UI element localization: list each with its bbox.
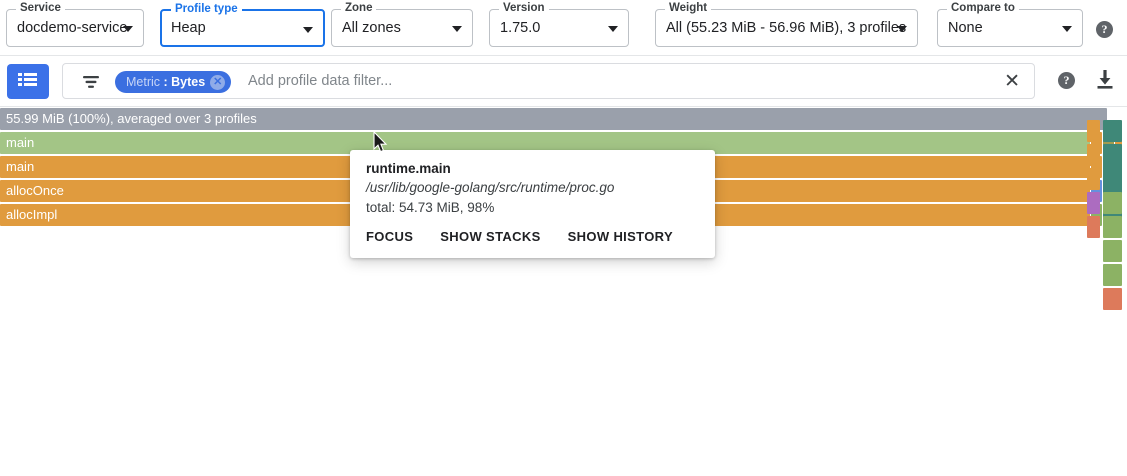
chevron-down-icon[interactable]: [452, 26, 462, 32]
filter-placeholder: Add profile data filter...: [248, 73, 393, 89]
list-view-button[interactable]: [7, 64, 49, 99]
chevron-down-icon[interactable]: [608, 26, 618, 32]
flame-frame-narrow[interactable]: [1087, 120, 1100, 142]
flame-frame-narrow[interactable]: [1103, 216, 1122, 238]
chip-separator: :: [160, 75, 172, 89]
filter-zone-value: All zones: [342, 20, 401, 36]
filter-bar: ? Service docdemo-service Profile type Heap…: [0, 0, 1127, 56]
flame-frame-narrow[interactable]: [1087, 192, 1100, 214]
flame-frame-label: main: [6, 159, 35, 174]
filter-compare-to[interactable]: Compare to None: [937, 2, 1083, 47]
flame-frame-narrow[interactable]: [1103, 168, 1122, 190]
flame-frame-narrow[interactable]: [1087, 216, 1100, 238]
list-view-icon: [18, 73, 37, 86]
filter-profile-type[interactable]: Profile type Heap: [160, 3, 325, 47]
profile-filter-input[interactable]: Metric : Bytes ✕ Add profile data filter…: [62, 63, 1035, 99]
tooltip-source-path: /usr/lib/google-golang/src/runtime/proc.…: [366, 180, 615, 195]
chip-remove-icon[interactable]: ✕: [210, 74, 226, 90]
flame-frame[interactable]: [1091, 156, 1102, 178]
filter-chip-metric[interactable]: Metric : Bytes ✕: [115, 71, 232, 93]
tooltip-actions: FOCUS SHOW STACKS SHOW HISTORY: [366, 229, 673, 244]
filter-chip-label: Metric : Bytes: [126, 75, 205, 89]
clear-filters-icon[interactable]: ✕: [1004, 71, 1020, 92]
flame-frame-label: main: [6, 135, 35, 150]
flame-frame-narrow[interactable]: [1103, 120, 1122, 142]
download-icon[interactable]: [1096, 70, 1114, 89]
filter-version-value: 1.75.0: [500, 20, 541, 36]
flame-frame-main[interactable]: main: [0, 132, 1090, 154]
chevron-down-icon[interactable]: [303, 27, 313, 33]
chevron-down-icon[interactable]: [1062, 26, 1072, 32]
filter-weight[interactable]: Weight All (55.23 MiB - 56.96 MiB), 3 pro…: [655, 2, 918, 47]
chip-value: Bytes: [171, 75, 206, 89]
flame-frame-label: allocOnce: [6, 183, 64, 198]
flame-frame-narrow[interactable]: [1103, 144, 1122, 166]
flame-frame[interactable]: [1103, 132, 1114, 154]
search-help-icon[interactable]: ?: [1058, 72, 1075, 89]
filter-weight-value: All (55.23 MiB - 56.96 MiB), 3 profiles: [666, 20, 907, 36]
filter-compare-to-value: None: [948, 20, 983, 36]
flame-frame-narrow[interactable]: [1103, 192, 1122, 214]
tooltip-action-focus[interactable]: FOCUS: [366, 229, 414, 244]
filter-zone-label: Zone: [341, 2, 377, 14]
flame-frame-55-99-mib-100-averaged-over-3-profiles[interactable]: 55.99 MiB (100%), averaged over 3 profil…: [0, 108, 1107, 130]
flame-frame[interactable]: [1091, 132, 1102, 154]
filter-compare-to-label: Compare to: [947, 2, 1019, 14]
filters-help-icon[interactable]: ?: [1096, 21, 1113, 38]
filter-profile-type-label: Profile type: [171, 3, 242, 15]
tooltip-total: total: 54.73 MiB, 98%: [366, 200, 495, 215]
tooltip-function-name: runtime.main: [366, 161, 451, 176]
flame-frame[interactable]: [1091, 204, 1102, 226]
mouse-cursor: [373, 132, 388, 153]
filter-service-value: docdemo-service: [17, 20, 128, 36]
flame-frame-narrow[interactable]: [1087, 168, 1100, 190]
flame-frame[interactable]: [1115, 132, 1122, 154]
chevron-down-icon[interactable]: [123, 26, 133, 32]
frame-tooltip: runtime.main /usr/lib/google-golang/src/…: [350, 150, 715, 258]
flame-frame-narrow[interactable]: [1087, 144, 1100, 166]
tooltip-action-show-history[interactable]: SHOW HISTORY: [567, 229, 673, 244]
filter-version[interactable]: Version 1.75.0: [489, 2, 629, 47]
filter-profile-type-value: Heap: [171, 20, 206, 36]
filter-zone[interactable]: Zone All zones: [331, 2, 473, 47]
filter-version-label: Version: [499, 2, 549, 14]
filter-service[interactable]: Service docdemo-service: [6, 2, 144, 47]
filter-funnel-icon: [83, 76, 99, 88]
flame-frame-label: allocImpl: [6, 207, 58, 222]
flame-frame-narrow[interactable]: [1103, 240, 1122, 262]
filter-weight-label: Weight: [665, 2, 712, 14]
flame-frame[interactable]: [1091, 180, 1102, 202]
chip-key: Metric: [126, 75, 161, 89]
flame-frame-label: 55.99 MiB (100%), averaged over 3 profil…: [6, 111, 257, 126]
flame-frame-narrow[interactable]: [1103, 264, 1122, 286]
tooltip-action-show-stacks[interactable]: SHOW STACKS: [440, 229, 541, 244]
filter-service-label: Service: [16, 2, 65, 14]
chevron-down-icon[interactable]: [897, 26, 907, 32]
flame-frame-narrow[interactable]: [1103, 288, 1122, 310]
